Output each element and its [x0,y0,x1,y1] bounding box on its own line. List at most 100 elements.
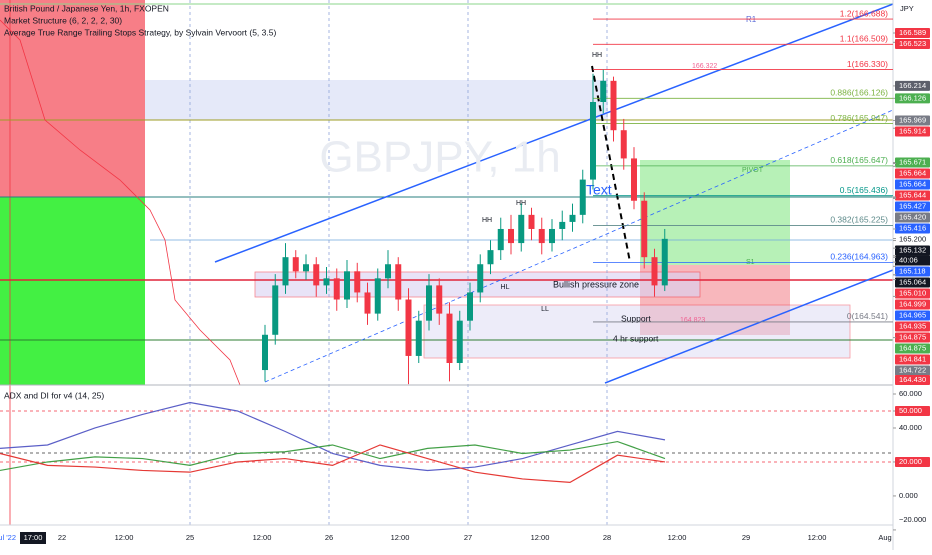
y-tick-label: 165.671 [899,158,926,167]
structure-label: HH [516,200,526,207]
fib-label: 0.786(165.947) [830,113,888,123]
candle-body [467,292,473,321]
y-tick-label: 166.589 [899,28,926,37]
price-label-box [895,375,930,385]
day-separators [9,0,608,525]
structure-label: HL [501,284,510,291]
y-tick-label: 166.523 [899,39,926,48]
price-label-box [895,343,930,354]
candle-body [600,80,607,102]
candle-body [272,285,279,335]
candle-body [333,278,340,300]
price-label-box [895,115,930,126]
resistance-band [145,80,608,120]
x-tick-label: 28 [603,533,611,542]
y-tick-label: 165.969 [899,115,926,124]
fib-label: 0.618(165.647) [830,155,888,165]
price-label-box [895,179,930,190]
y-tick-label: 164.965 [899,311,926,320]
y-tick-label: 165.118 [899,267,926,276]
symbol-title: British Pound / Japanese Yen, 1h, FXOPEN [4,3,169,13]
candle-body [549,228,555,244]
x-tick-label: 12:00 [808,533,827,542]
candle-body [528,214,535,229]
support-zone [423,304,851,359]
candle-body [313,264,320,286]
indicator-title: Average True Range Trailing Stops Strate… [4,27,276,37]
candle-body [497,228,504,251]
y-tick-label: 164.722 [899,366,926,375]
x-tick-label: 26 [325,533,333,542]
support-label: Support [621,313,651,323]
y-tick-label: 164.841 [899,355,926,364]
sell-zone [0,0,145,197]
price-label-box [895,212,930,223]
y-tick-label: 165.664 [899,180,926,189]
candle-body [651,257,658,286]
indicator-title: ADX and DI for v4 (14, 25) [4,390,104,400]
price-label-box [895,365,930,376]
price-label-box [895,223,930,234]
trend-line [604,269,894,384]
price-label-box [895,80,930,91]
price-label-box [895,456,930,467]
y-tick-label: 165.132 [899,246,926,255]
fib-label: 0.382(165.225) [830,215,888,225]
price-label-box [895,405,930,416]
trend-line [214,3,894,263]
countdown-box [895,255,930,266]
price-label-box [895,201,930,212]
candle-body [569,214,576,222]
x-tick-label: Aug [878,533,891,542]
price-label-box [895,288,930,299]
price-label-box [895,93,930,104]
watermark: GBPJPY, 1h [319,133,560,182]
y-tick-label: 166.214 [899,81,926,90]
x-tick-label: 12:00 [531,533,550,542]
candle-body [559,221,566,229]
candle-body [385,264,391,279]
price-label-box [895,157,930,168]
y-tick-label: 20.000 [899,457,922,466]
y-tick-label: 40.000 [899,423,922,432]
candle-body [405,299,412,356]
time-box [20,532,46,544]
indicator-guides [0,410,893,463]
candle-body [631,158,637,201]
price-label-box [895,39,930,50]
mid-line [264,109,894,383]
price-label-box [895,266,930,277]
y-tick-label: 164.875 [899,344,926,353]
indicator-line [0,440,666,472]
candle-body [364,292,371,314]
y-tick-label: 165.064 [899,278,926,287]
candle-body [282,257,289,286]
fib-label: 1.2(166.688) [840,8,888,18]
candle-body [477,264,484,293]
candle-body [374,278,381,314]
structure-label: HH [592,52,602,59]
x-tick-label: 25 [186,533,194,542]
y-tick-label: 165.420 [899,213,926,222]
currency: JPY [900,4,914,13]
fib-label: 1.1(166.509) [840,34,888,44]
candle-body [344,271,350,300]
candle-body [641,200,648,258]
price-label-box [895,168,930,179]
price-label-box [895,332,930,343]
candle-body [426,285,432,321]
y-tick-label: 164.999 [899,300,926,309]
buy-zone [0,197,145,385]
x-tick-label: 29 [742,533,750,542]
zone-label: Bullish pressure zone [553,279,639,289]
y-tick-label: 166.126 [899,93,926,102]
indicator-line [0,444,666,483]
candle-body [610,80,617,131]
price-label-box [895,28,930,39]
structure-label: LL [541,306,549,313]
price-label-box [895,321,930,332]
candle-body [661,238,668,286]
x-tick-label: Jul '22 [0,533,16,542]
